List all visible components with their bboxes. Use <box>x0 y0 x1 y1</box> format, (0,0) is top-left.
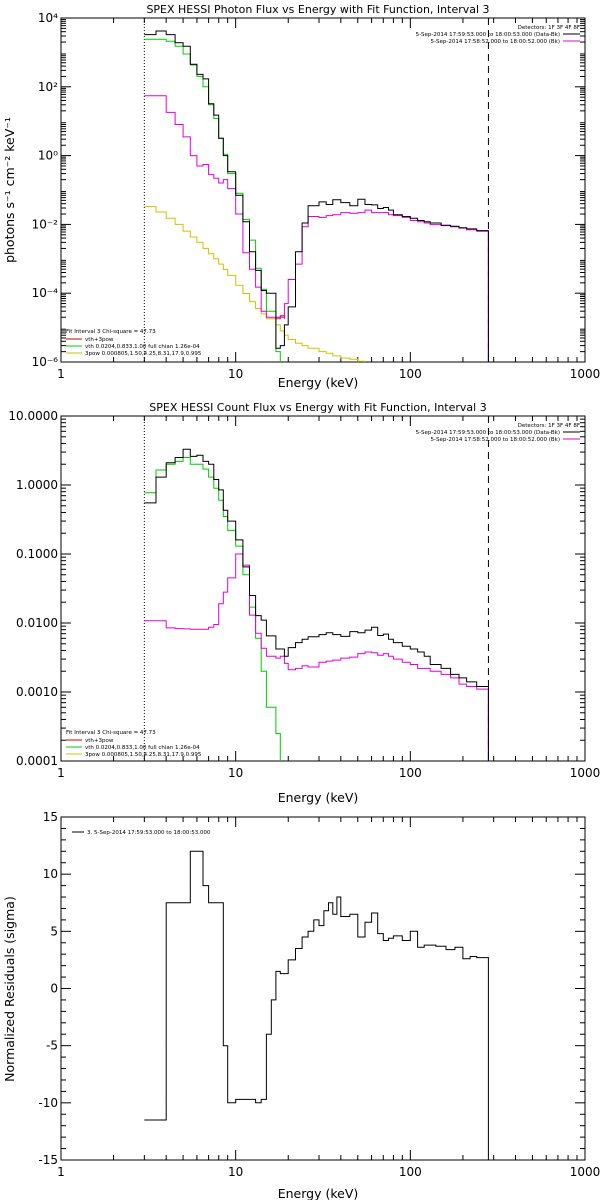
count-flux-y-tick-labels: 0.0001 0.0010 0.0100 0.1000 1.0000 10.0000 <box>8 409 58 768</box>
count-flux-y-tick-label: 1.0000 <box>16 478 58 492</box>
count-flux-x-tick-label: 1 <box>57 766 65 780</box>
residuals-x-tick-label: 1 <box>57 1165 65 1179</box>
residuals-y-tick-label: 15 <box>43 810 58 824</box>
residuals-y-tick-label: 10 <box>43 867 58 881</box>
photon-flux-total-legend-text: vth+3pow <box>85 337 114 343</box>
residuals-panel: -15 -10 -5 0 5 10 15 1 10 100 1000 Energy (keV) N… <box>2 810 600 1200</box>
count-flux-ticks <box>60 415 585 762</box>
count-flux-fit-legend-title: Fit Interval 3 Chi-square = 47.73 <box>66 730 156 736</box>
count-flux-panel: SPEX HESSI Count Flux vs Energy with Fit… <box>8 401 600 805</box>
count-flux-x-tick-label: 1000 <box>570 766 600 780</box>
residuals-legend-text: 3. 5-Sep-2014 17:59:53.000 to 18:00:53.0… <box>87 830 211 836</box>
residuals-y-tick-labels: -15 -10 -5 0 5 10 15 <box>38 810 58 1167</box>
count-flux-total-legend-text: vth+3pow <box>85 738 114 744</box>
residuals-x-tick-labels: 1 10 100 1000 <box>57 1165 600 1179</box>
count-flux-x-tick-label: 100 <box>399 766 422 780</box>
photon-flux-y-tick-label: 10⁻⁴ <box>32 286 59 300</box>
photon-flux-series-3pow <box>144 206 366 362</box>
photon-flux-ticks <box>60 17 585 363</box>
photon-flux-title: SPEX HESSI Photon Flux vs Energy with Fi… <box>146 3 489 16</box>
residuals-y-tick-label: -5 <box>46 1039 58 1053</box>
residuals-y-axis-label: Normalized Residuals (sigma) <box>2 896 17 1082</box>
residuals-y-tick-label: 0 <box>50 982 58 996</box>
residuals-x-tick-label: 100 <box>399 1165 422 1179</box>
photon-flux-detectors-text: Detectors: 1F 3F 4F 8F <box>518 25 580 31</box>
photon-flux-series-bk <box>144 95 489 362</box>
count-flux-3pow-legend-text: 3pow 0.000805,1.50,4.25,8.31,17.9,0.995 <box>85 752 202 758</box>
count-flux-y-tick-label: 10.0000 <box>8 409 58 423</box>
photon-flux-y-tick-label: 10⁰ <box>38 149 58 163</box>
count-flux-vth-legend-text: vth 0.0204,0.833,1.00 full chian 1.26e-0… <box>85 745 200 751</box>
residuals-y-tick-label: -15 <box>38 1153 58 1167</box>
photon-flux-y-tick-labels: 10⁻⁶ 10⁻⁴ 10⁻² 10⁰ 10² 10⁴ <box>32 11 59 369</box>
count-flux-detectors-text: Detectors: 1F 3F 4F 8F <box>518 423 580 429</box>
photon-flux-x-tick-labels: 1 10 100 1000 <box>57 367 600 381</box>
count-flux-series-bk <box>144 553 489 761</box>
residuals-x-axis-label: Energy (keV) <box>278 1186 359 1200</box>
count-flux-series <box>143 416 489 761</box>
count-flux-y-tick-label: 0.0010 <box>16 685 58 699</box>
count-flux-series-data <box>144 448 489 761</box>
photon-flux-y-tick-label: 10⁻² <box>32 217 59 231</box>
photon-flux-3pow-legend-text: 3pow 0.000805,1.50,4.25,8.31,17.9,0.995 <box>85 351 202 357</box>
photon-flux-panel: SPEX HESSI Photon Flux vs Energy with Fi… <box>2 3 600 390</box>
photon-flux-y-axis-label: photons s⁻¹ cm⁻² keV⁻¹ <box>2 117 17 263</box>
count-flux-x-tick-labels: 1 10 100 1000 <box>57 766 600 780</box>
photon-flux-x-tick-label: 1 <box>57 367 65 381</box>
residuals-x-tick-label: 1000 <box>570 1165 600 1179</box>
residuals-plot-frame <box>60 816 586 1161</box>
residuals-ticks <box>60 816 585 1161</box>
photon-flux-x-tick-label: 100 <box>399 367 422 381</box>
count-flux-y-tick-label: 0.1000 <box>16 547 58 561</box>
count-flux-bk-interval-text: 5-Sep-2014 17:58:52.000 to 18:00:52.000 … <box>431 437 561 443</box>
photon-flux-y-tick-label: 10⁴ <box>38 11 58 25</box>
photon-flux-bk-interval-text: 5-Sep-2014 17:58:52.000 to 18:00:52.000 … <box>431 39 561 45</box>
photon-flux-plot-frame <box>60 17 586 363</box>
photon-flux-series <box>143 18 489 362</box>
photon-flux-series-data <box>144 30 489 362</box>
count-flux-y-tick-label: 0.0001 <box>16 754 58 768</box>
photon-flux-x-tick-label: 1000 <box>570 367 600 381</box>
photon-flux-data-interval-text: 5-Sep-2014 17:59:53.000 to 18:00:53.000 … <box>416 32 560 38</box>
photon-flux-y-tick-label: 10⁻⁶ <box>32 355 59 369</box>
photon-flux-x-axis-label: Energy (keV) <box>278 375 359 390</box>
residuals-series <box>144 850 489 1160</box>
residuals-series-3-5-sep-2014-17-59-53-000-to-18-00-53-000 <box>144 850 489 1160</box>
count-flux-title: SPEX HESSI Count Flux vs Energy with Fit… <box>149 401 486 414</box>
photon-flux-fit-legend-title: Fit Interval 3 Chi-square = 47.73 <box>66 329 156 335</box>
count-flux-series-vth <box>144 457 281 761</box>
photon-flux-vth-legend-text: vth 0.0204,0.833,1.00 full chian 1.26e-0… <box>85 344 200 350</box>
count-flux-data-interval-text: 5-Sep-2014 17:59:53.000 to 18:00:53.000 … <box>416 430 560 436</box>
photon-flux-x-tick-label: 10 <box>228 367 243 381</box>
count-flux-y-tick-label: 0.0100 <box>16 616 58 630</box>
residuals-y-tick-label: 5 <box>50 924 58 938</box>
photon-flux-series-vth <box>144 38 281 362</box>
count-flux-x-axis-label: Energy (keV) <box>278 790 359 805</box>
photon-flux-y-tick-label: 10² <box>38 80 58 94</box>
count-flux-plot-frame <box>60 415 586 762</box>
count-flux-x-tick-label: 10 <box>228 766 243 780</box>
residuals-y-tick-label: -10 <box>38 1096 58 1110</box>
residuals-x-tick-label: 10 <box>228 1165 243 1179</box>
